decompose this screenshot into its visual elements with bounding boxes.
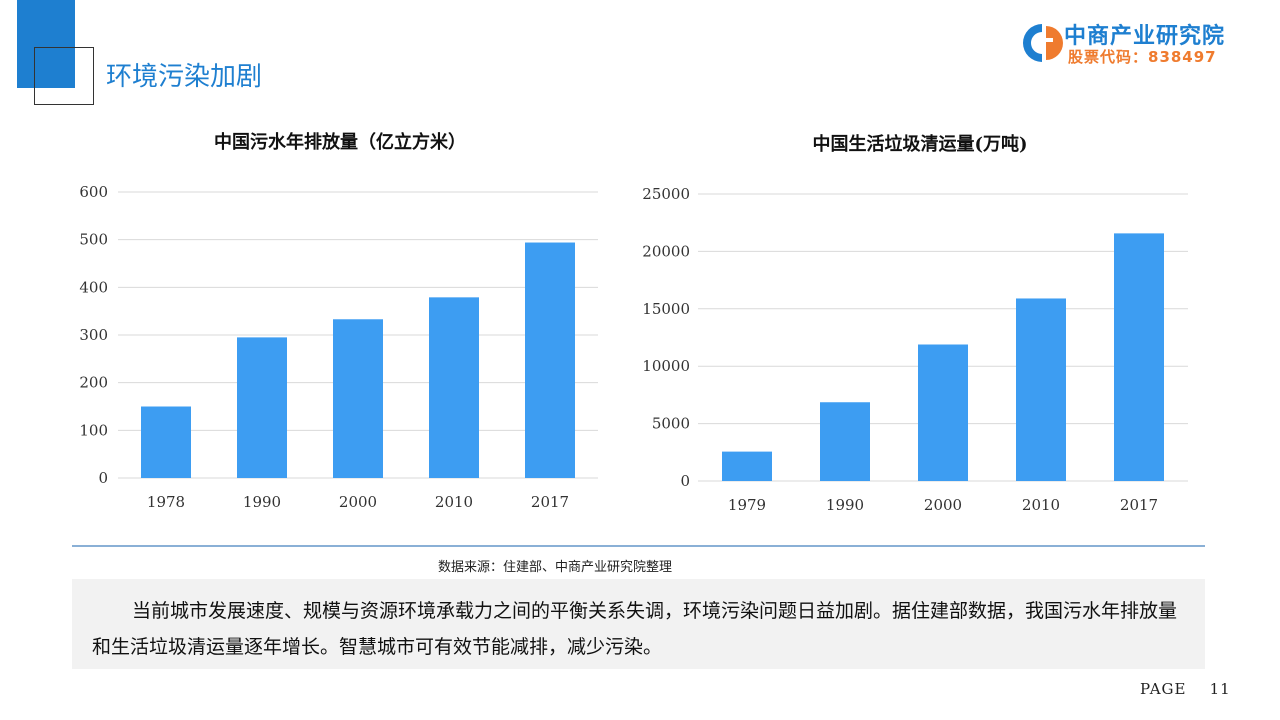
y-tick-label: 25000 (642, 185, 690, 203)
x-tick-label: 2017 (531, 493, 569, 511)
bar-2000 (333, 319, 383, 478)
bar-1990 (820, 402, 870, 481)
x-tick-label: 2000 (339, 493, 377, 511)
y-tick-label: 20000 (642, 242, 690, 260)
y-tick-label: 15000 (642, 300, 690, 318)
y-tick-label: 300 (79, 326, 108, 344)
decor-outline (34, 47, 94, 105)
bar-1979 (722, 451, 772, 481)
x-tick-label: 1990 (826, 496, 864, 514)
y-tick-label: 0 (680, 472, 690, 490)
x-tick-label: 1978 (147, 493, 185, 511)
bar-1990 (237, 337, 287, 478)
y-tick-label: 400 (79, 278, 108, 296)
logo-name: 中商产业研究院 (1064, 24, 1226, 49)
chart-title-sewage: 中国污水年排放量（亿立方米） (214, 132, 466, 153)
x-tick-label: 2017 (1120, 496, 1158, 514)
bar-2000 (918, 344, 968, 481)
data-source: 数据来源：住建部、中商产业研究院整理 (438, 560, 673, 575)
divider (72, 545, 1205, 547)
body-text: 当前城市发展速度、规模与资源环境承载力之间的平衡关系失调，环境污染问题日益加剧。… (72, 579, 1205, 669)
slide-title: 环境污染加剧 (104, 56, 265, 93)
bar-2017 (1114, 233, 1164, 481)
page-value: 11 (1209, 680, 1231, 698)
company-logo (1022, 24, 1063, 62)
y-tick-label: 10000 (642, 357, 690, 375)
y-tick-label: 0 (98, 469, 108, 487)
x-tick-label: 1979 (728, 496, 766, 514)
y-tick-label: 600 (79, 183, 108, 201)
y-tick-label: 100 (79, 421, 108, 439)
x-tick-label: 1990 (243, 493, 281, 511)
y-tick-label: 500 (79, 231, 108, 249)
bar-1978 (141, 406, 191, 478)
logo-stock-code: 股票代码：838497 (1068, 48, 1217, 66)
chart-title-garbage: 中国生活垃圾清运量(万吨) (812, 134, 1028, 155)
decor-block (17, 0, 75, 88)
x-tick-label: 2010 (1022, 496, 1060, 514)
x-tick-label: 2000 (924, 496, 962, 514)
y-tick-label: 5000 (652, 415, 690, 433)
bar-2010 (1016, 298, 1066, 481)
y-tick-label: 200 (79, 374, 108, 392)
bar-2010 (429, 297, 479, 478)
page-label: PAGE (1140, 680, 1187, 698)
x-tick-label: 2010 (435, 493, 473, 511)
page-number: PAGE 11 (1140, 680, 1231, 698)
bar-2017 (525, 242, 575, 478)
